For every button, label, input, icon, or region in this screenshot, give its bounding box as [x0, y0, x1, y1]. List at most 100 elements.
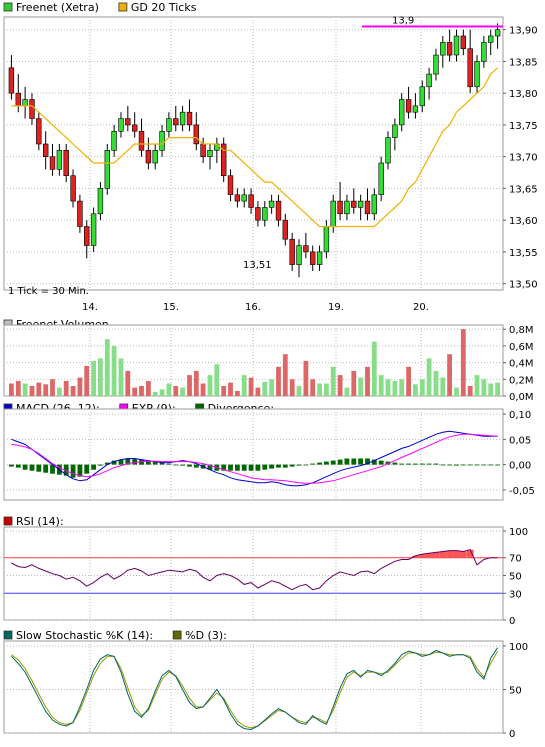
- price-legend-label: GD 20 Ticks: [131, 1, 197, 14]
- rsi-legend-swatch: [3, 516, 13, 526]
- volume-bar: [481, 379, 487, 396]
- divergence-bar: [330, 460, 336, 465]
- candle-body: [241, 194, 247, 202]
- candle-body: [193, 124, 199, 145]
- candle-body: [200, 143, 206, 157]
- divergence-bar: [125, 458, 131, 465]
- divergence-bar: [235, 464, 240, 471]
- divergence-bar: [276, 464, 281, 468]
- macd-ytick-label: -0,05: [509, 486, 535, 497]
- candle-body: [42, 143, 49, 157]
- candle-body: [337, 200, 343, 215]
- volume-bar: [454, 387, 459, 396]
- divergence-bar: [399, 463, 405, 465]
- tick-note: 1 Tick = 30 Min.: [8, 286, 89, 297]
- rsi-overbought-fill: [453, 550, 460, 558]
- volume-bar: [495, 382, 500, 396]
- divergence-bar: [193, 464, 199, 468]
- volume-bar: [22, 383, 28, 396]
- candle-body: [70, 175, 76, 202]
- volume-bar: [426, 358, 432, 396]
- volume-bar: [358, 377, 363, 396]
- volume-bar: [296, 386, 302, 396]
- candle-body: [166, 118, 172, 132]
- candle-body: [487, 35, 494, 43]
- candle-body: [481, 42, 487, 62]
- divergence-bar: [447, 464, 452, 466]
- candle-body: [330, 200, 336, 227]
- volume-ytick-label: 0,8M: [509, 325, 534, 336]
- volume-ytick-label: 0,0M: [509, 392, 534, 403]
- volume-bar: [50, 379, 55, 396]
- candle-body: [323, 226, 330, 253]
- volume-bar: [474, 375, 480, 396]
- divergence-bar: [104, 462, 110, 465]
- volume-bar: [303, 360, 309, 396]
- candle-body: [474, 61, 480, 88]
- stoch-ytick-label: 100: [509, 642, 528, 653]
- volume-bar: [104, 339, 110, 396]
- price-ytick-label: 13,90: [509, 26, 538, 37]
- volume-bar: [180, 387, 185, 396]
- divergence-bar: [413, 463, 418, 465]
- volume-bar: [413, 384, 418, 396]
- stoch-ytick-label: 50: [509, 686, 522, 697]
- divergence-bar: [474, 464, 480, 466]
- candle-body: [282, 219, 288, 240]
- divergence-bar: [296, 464, 302, 466]
- divergence-bar: [371, 459, 377, 465]
- candle-body: [15, 92, 21, 107]
- candle-body: [234, 194, 241, 202]
- volume-bar: [488, 383, 494, 396]
- volume-bar: [166, 383, 172, 396]
- volume-bar: [214, 364, 220, 396]
- divergence-bar: [84, 464, 90, 474]
- candle-body: [344, 200, 350, 215]
- volume-bar: [433, 370, 439, 396]
- candle-body: [90, 213, 97, 246]
- price-ytick-label: 13,75: [509, 121, 538, 132]
- candle-body: [77, 200, 83, 227]
- divergence-bar: [289, 464, 295, 467]
- volume-ytick-label: 0,4M: [509, 359, 534, 370]
- candle-body: [371, 194, 377, 215]
- rsi-overbought-fill: [418, 554, 426, 558]
- candle-body: [221, 143, 227, 177]
- divergence-bar: [282, 464, 288, 468]
- divergence-bar: [365, 458, 370, 465]
- volume-bar: [344, 387, 350, 396]
- candle-body: [173, 118, 179, 126]
- divergence-bar: [187, 464, 192, 467]
- volume-bar: [276, 366, 281, 396]
- candle-body: [145, 150, 152, 164]
- candle-body: [63, 150, 69, 177]
- divergence-bar: [324, 461, 329, 465]
- candle-body: [351, 200, 357, 208]
- rsi-overbought-fill: [439, 551, 447, 558]
- low-label: 13,51: [243, 260, 272, 271]
- candle-body: [84, 226, 90, 246]
- divergence-bar: [317, 462, 322, 465]
- divergence-bar: [118, 459, 124, 465]
- volume-bar: [43, 384, 49, 396]
- rsi-overbought-fill: [446, 550, 453, 558]
- candle-body: [453, 35, 460, 56]
- volume-bar: [419, 379, 425, 396]
- candle-body: [392, 124, 398, 138]
- volume-bar: [289, 379, 295, 396]
- rsi-ytick-label: 70: [509, 554, 522, 565]
- divergence-bar: [262, 464, 268, 470]
- volume-bar: [152, 391, 158, 396]
- candle-body: [125, 118, 131, 126]
- price-ytick-label: 13,55: [509, 248, 538, 259]
- macd-ytick-label: 0,10: [509, 410, 531, 421]
- divergence-bar: [255, 464, 261, 471]
- candle-body: [227, 175, 234, 195]
- divergence-bar: [337, 459, 343, 465]
- volume-bar: [200, 383, 206, 396]
- price-ytick-label: 13,80: [509, 89, 538, 100]
- volume-bar: [118, 358, 124, 396]
- volume-bar: [91, 360, 96, 396]
